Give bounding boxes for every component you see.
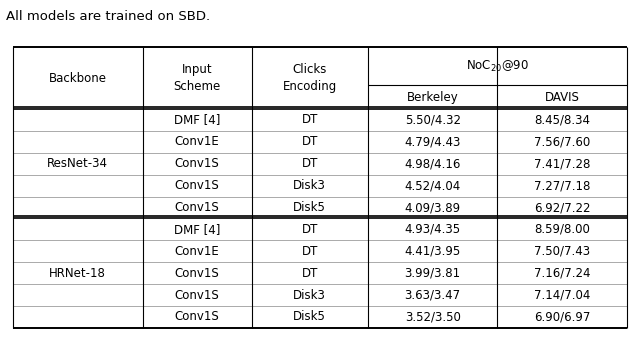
Text: Conv1E: Conv1E [175,135,220,148]
Text: DT: DT [301,223,318,236]
Text: Disk5: Disk5 [293,310,326,323]
Text: 3.63/3.47: 3.63/3.47 [404,289,461,301]
Text: HRNet-18: HRNet-18 [49,267,106,280]
Text: NoC$_{20}$@90: NoC$_{20}$@90 [466,59,529,74]
Text: 8.59/8.00: 8.59/8.00 [534,223,590,236]
Text: Clicks
Encoding: Clicks Encoding [283,63,337,93]
Text: 7.16/7.24: 7.16/7.24 [534,267,591,280]
Text: Backbone: Backbone [49,72,107,85]
Text: 5.50/4.32: 5.50/4.32 [404,114,461,126]
Text: DT: DT [301,245,318,258]
Text: Disk3: Disk3 [293,289,326,301]
Text: 7.56/7.60: 7.56/7.60 [534,135,591,148]
Text: Input
Scheme: Input Scheme [173,63,221,93]
Text: All models are trained on SBD.: All models are trained on SBD. [6,10,211,23]
Text: 6.90/6.97: 6.90/6.97 [534,310,591,323]
Text: 3.99/3.81: 3.99/3.81 [404,267,461,280]
Text: Conv1S: Conv1S [175,267,220,280]
Text: 4.79/4.43: 4.79/4.43 [404,135,461,148]
Text: DMF [4]: DMF [4] [174,223,220,236]
Text: 3.52/3.50: 3.52/3.50 [404,310,461,323]
Text: 4.41/3.95: 4.41/3.95 [404,245,461,258]
Text: 8.45/8.34: 8.45/8.34 [534,114,590,126]
Text: DT: DT [301,157,318,170]
Text: ResNet-34: ResNet-34 [47,157,108,170]
Text: Disk5: Disk5 [293,201,326,214]
Text: DMF [4]: DMF [4] [174,114,220,126]
Text: 7.14/7.04: 7.14/7.04 [534,289,591,301]
Text: Conv1S: Conv1S [175,179,220,192]
Text: 6.92/7.22: 6.92/7.22 [534,201,591,214]
Text: Conv1S: Conv1S [175,310,220,323]
Text: 7.27/7.18: 7.27/7.18 [534,179,591,192]
Text: Disk3: Disk3 [293,179,326,192]
Text: Conv1S: Conv1S [175,201,220,214]
Text: DT: DT [301,135,318,148]
Text: 7.50/7.43: 7.50/7.43 [534,245,591,258]
Text: 4.52/4.04: 4.52/4.04 [404,179,461,192]
Text: 7.41/7.28: 7.41/7.28 [534,157,591,170]
Text: Conv1S: Conv1S [175,289,220,301]
Text: Berkeley: Berkeley [407,91,458,104]
Text: DAVIS: DAVIS [545,91,580,104]
Text: DT: DT [301,267,318,280]
Text: 4.09/3.89: 4.09/3.89 [404,201,461,214]
Text: 4.93/4.35: 4.93/4.35 [404,223,461,236]
Text: 4.98/4.16: 4.98/4.16 [404,157,461,170]
Text: Conv1E: Conv1E [175,245,220,258]
Text: DT: DT [301,114,318,126]
Text: Conv1S: Conv1S [175,157,220,170]
